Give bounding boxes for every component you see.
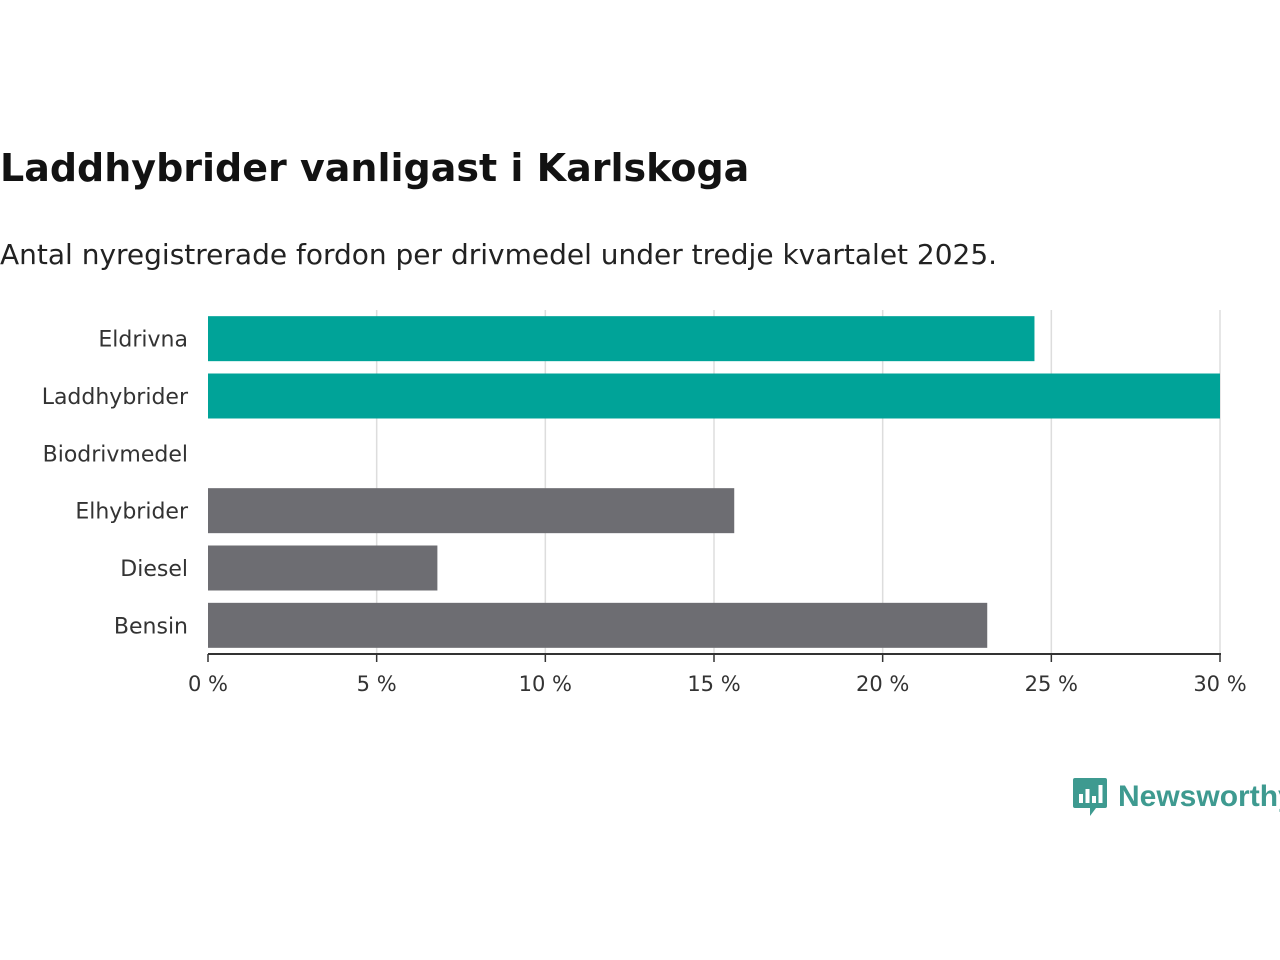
category-label: Laddhybrider	[42, 385, 189, 410]
category-label: Eldrivna	[98, 328, 188, 353]
bar-elhybrider	[208, 488, 735, 534]
x-tick-label: 25 %	[1025, 672, 1078, 696]
bar-chart: Eldrivna Laddhybrider Biodrivmedel Elhybrid…	[42, 310, 1247, 696]
x-tick-label: 20 %	[856, 672, 909, 696]
bar-bensin	[208, 602, 988, 648]
newsworthy-bar-chart-icon	[1073, 778, 1107, 816]
x-tick-label: 15 %	[687, 672, 740, 696]
x-tick-label: 10 %	[519, 672, 572, 696]
bar-diesel	[208, 545, 438, 591]
newsworthy-logo: Newsworthy	[1072, 776, 1280, 818]
x-tick-label: 5 %	[357, 672, 397, 696]
chart-subtitle: Antal nyregistrerade fordon per drivmede…	[0, 238, 998, 271]
x-tick-label: 30 %	[1193, 672, 1246, 696]
category-label: Bensin	[114, 614, 188, 639]
category-label: Biodrivmedel	[43, 442, 188, 467]
bar-eldrivna	[208, 316, 1035, 362]
brand-name: Newsworthy	[1118, 780, 1280, 813]
chart-title: Laddhybrider vanligast i Karlskoga	[0, 146, 750, 190]
category-label: Elhybrider	[75, 500, 189, 525]
x-tick-label: 0 %	[188, 672, 228, 696]
bar-laddhybrider	[208, 373, 1220, 419]
category-label: Diesel	[120, 557, 188, 582]
